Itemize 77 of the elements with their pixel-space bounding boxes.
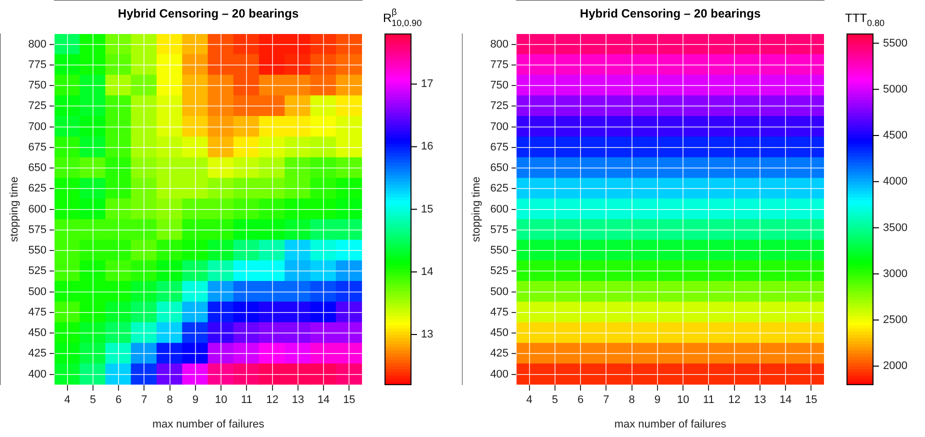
y-axis-title: stopping time [470, 176, 483, 242]
x-tick-label: 13 [754, 394, 766, 406]
y-tick-label: 400 [28, 368, 47, 380]
y-tick-label: 800 [490, 38, 509, 50]
y-tick-label: 675 [490, 141, 509, 154]
y-tick-label: 550 [28, 244, 47, 257]
color-bar-label: 3500 [883, 222, 908, 234]
x-tick-label: 11 [240, 394, 252, 406]
x-tick-label: 14 [779, 394, 792, 406]
x-tick-label: 11 [702, 394, 714, 406]
x-tick-label: 13 [292, 394, 304, 406]
x-tick-label: 8 [166, 394, 173, 406]
y-tick-label: 500 [490, 286, 509, 298]
y-tick-label: 625 [28, 182, 47, 195]
y-tick-label: 475 [490, 306, 509, 318]
y-tick-label: 775 [28, 58, 47, 71]
y-tick-label: 500 [28, 286, 47, 298]
y-tick-label: 525 [490, 265, 509, 278]
y-tick-label: 525 [28, 265, 47, 278]
x-tick-label: 15 [805, 394, 818, 406]
color-bar-label: 4000 [883, 176, 908, 188]
y-tick-label: 775 [490, 58, 509, 71]
y-tick-label: 725 [28, 100, 47, 112]
y-tick-label: 425 [490, 348, 509, 360]
y-tick-label: 675 [28, 141, 47, 154]
x-tick-label: 6 [578, 394, 584, 406]
y-tick-label: 425 [28, 348, 47, 360]
y-tick-label: 650 [28, 162, 47, 174]
color-bar-label: 3000 [883, 268, 908, 280]
color-bar-label: 2000 [883, 360, 908, 372]
color-bar-label: 15 [421, 203, 434, 216]
x-tick-label: 6 [116, 394, 122, 406]
y-tick-label: 550 [490, 244, 509, 257]
color-bar-label: 4500 [883, 130, 908, 142]
color-bar-label: 14 [421, 266, 434, 278]
x-tick-label: 8 [628, 394, 635, 406]
y-tick-label: 700 [490, 120, 509, 133]
x-tick-label: 10 [214, 394, 228, 406]
x-tick-label: 10 [676, 394, 690, 406]
x-tick-label: 9 [192, 394, 199, 406]
x-tick-label: 14 [317, 394, 330, 406]
y-tick-label: 450 [490, 327, 509, 340]
y-tick-label: 650 [490, 162, 509, 174]
x-tick-label: 5 [552, 394, 558, 406]
x-tick-label: 12 [266, 394, 278, 406]
y-axis-title: stopping time [8, 176, 21, 242]
y-tick-label: 475 [28, 306, 47, 318]
y-tick-label: 750 [490, 80, 509, 92]
y-tick-label: 600 [490, 203, 509, 216]
x-tick-label: 12 [728, 394, 740, 406]
y-tick-label: 800 [28, 38, 47, 50]
x-tick-label: 15 [343, 394, 356, 406]
y-tick-label: 700 [28, 120, 47, 133]
chart-title: Hybrid Censoring – 20 bearings [118, 6, 299, 20]
chart-title: Hybrid Censoring – 20 bearings [580, 6, 761, 20]
x-tick-label: 7 [141, 394, 148, 406]
color-bar-label: 2500 [883, 314, 908, 326]
x-tick-label: 4 [526, 394, 532, 406]
color-bar-label: 17 [421, 78, 434, 90]
y-tick-label: 575 [28, 224, 47, 236]
x-axis-title: max number of failures [152, 418, 265, 430]
x-tick-label: 7 [603, 394, 610, 406]
y-tick-label: 750 [28, 80, 47, 92]
y-tick-label: 450 [28, 327, 47, 340]
color-bar-label: 13 [421, 328, 434, 341]
color-bar-label: 16 [421, 140, 434, 153]
x-tick-label: 5 [90, 394, 96, 406]
x-axis-title: max number of failures [614, 418, 727, 430]
color-bar-label: 5000 [883, 83, 908, 96]
y-tick-label: 600 [28, 203, 47, 216]
y-tick-label: 400 [490, 368, 509, 380]
x-tick-label: 4 [64, 394, 70, 406]
y-tick-label: 725 [490, 100, 509, 112]
y-tick-label: 625 [490, 182, 509, 195]
color-bar-label: 5500 [883, 37, 908, 50]
y-tick-label: 575 [490, 224, 509, 236]
x-tick-label: 9 [654, 394, 661, 406]
